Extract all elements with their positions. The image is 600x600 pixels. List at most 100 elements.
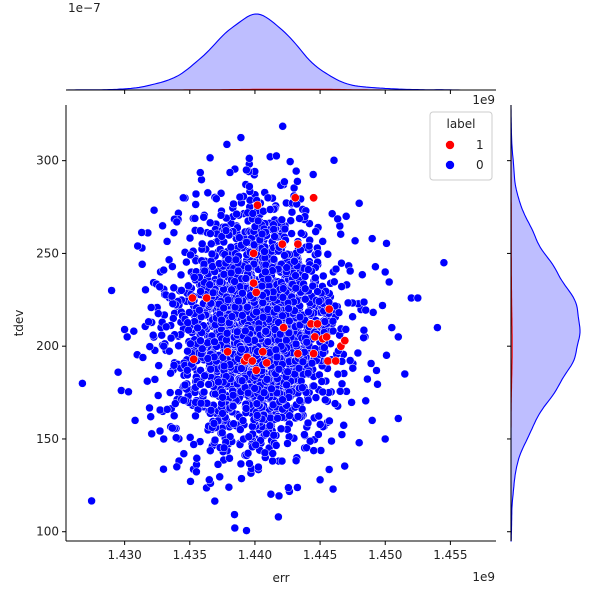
scatter-point-label-0 (216, 189, 226, 198)
scatter-point-label-0 (113, 367, 123, 377)
scatter-point-label-0 (282, 380, 291, 390)
scatter-point-label-0 (168, 299, 178, 308)
scatter-point-label-0 (236, 459, 246, 469)
scatter-point-label-0 (291, 283, 301, 293)
scatter-point-label-1 (277, 239, 287, 249)
scatter-point-label-0 (266, 489, 276, 499)
scatter-point-label-0 (205, 218, 215, 228)
scatter-point-label-0 (243, 335, 252, 345)
scatter-point-label-0 (222, 329, 232, 338)
scatter-point-label-0 (244, 432, 254, 442)
scatter-point-label-0 (196, 398, 206, 408)
scatter-point-label-0 (433, 323, 442, 332)
scatter-point-label-0 (236, 133, 246, 142)
scatter-point-label-0 (141, 285, 150, 295)
scatter-point-label-0 (196, 287, 205, 296)
scatter-point-label-0 (200, 371, 209, 381)
scatter-point-label-0 (216, 211, 226, 220)
scatter-point-label-0 (250, 384, 259, 393)
scatter-point-label-0 (249, 240, 259, 250)
scatter-point-label-0 (243, 388, 253, 398)
scatter-point-label-0 (367, 234, 377, 243)
scatter-point-label-1 (262, 358, 272, 368)
scatter-point-label-0 (191, 189, 201, 199)
scatter-point-label-0 (199, 212, 208, 222)
scatter-point-label-0 (179, 449, 189, 458)
scatter-point-label-0 (261, 327, 271, 336)
scatter-point-label-1 (331, 356, 341, 366)
scatter-point-label-0 (257, 229, 267, 239)
top-marginal-kde: 1e−7 (65, 1, 496, 94)
scatter-point-label-0 (143, 376, 152, 386)
scatter-point-label-0 (153, 391, 163, 400)
scatter-point-label-0 (161, 322, 171, 332)
scatter-point-label-0 (203, 188, 213, 198)
scatter-point-label-0 (271, 345, 281, 355)
scatter-point-label-0 (225, 168, 235, 177)
scatter-point-label-0 (269, 255, 279, 264)
scatter-point-label-0 (205, 475, 214, 485)
scatter-point-label-0 (155, 282, 164, 292)
scatter-point-label-0 (222, 140, 232, 149)
scatter-point-label-1 (202, 293, 212, 303)
scatter-point-label-0 (321, 395, 330, 405)
scatter-point-label-0 (300, 284, 310, 293)
scatter-point-label-0 (196, 380, 205, 389)
scatter-point-label-1 (322, 332, 332, 342)
scatter-point-label-0 (339, 421, 348, 430)
scatter-point-label-0 (287, 229, 296, 238)
scatter-point-label-0 (304, 307, 313, 317)
x-tick-label: 1.455 (433, 548, 467, 562)
scatter-point-label-0 (268, 266, 277, 275)
scatter-point-label-0 (300, 430, 309, 439)
scatter-point-label-0 (204, 380, 213, 389)
scatter-point-label-0 (130, 416, 140, 425)
scatter-point-label-0 (221, 226, 231, 235)
scatter-point-label-0 (180, 380, 190, 390)
scatter-point-label-1 (293, 349, 303, 359)
scatter-point-label-0 (174, 341, 183, 351)
scatter-point-label-0 (345, 266, 355, 276)
scatter-point-label-0 (303, 368, 313, 378)
scatter-point-label-0 (241, 404, 251, 413)
scatter-point-label-0 (164, 255, 174, 265)
scatter-point-label-0 (284, 483, 293, 492)
scatter-point-label-0 (165, 388, 175, 397)
scatter-point-label-0 (311, 227, 320, 236)
scatter-point-label-0 (298, 357, 308, 367)
scatter-point-label-0 (229, 419, 238, 428)
scatter-point-label-0 (179, 396, 189, 405)
scatter-point-label-0 (210, 337, 219, 347)
scatter-point-label-0 (295, 214, 304, 223)
scatter-point-label-0 (183, 366, 192, 375)
y-tick-label: 300 (36, 154, 59, 168)
scatter-point-label-0 (166, 333, 176, 343)
scatter-point-label-0 (157, 330, 166, 340)
scatter-point-label-0 (363, 374, 372, 384)
scatter-point-label-0 (248, 209, 258, 218)
scatter-point-label-0 (258, 298, 268, 307)
scatter-point-label-0 (129, 326, 139, 336)
scatter-point-label-1 (258, 347, 268, 357)
scatter-point-label-1 (309, 193, 319, 203)
scatter-point-label-0 (146, 412, 155, 421)
y-axis-label: tdev (12, 310, 26, 337)
scatter-point-label-0 (205, 280, 214, 289)
scatter-point-label-0 (294, 363, 304, 373)
scatter-point-label-0 (372, 366, 381, 375)
scatter-point-label-0 (343, 298, 353, 308)
scatter-point-label-0 (278, 395, 287, 404)
scatter-point-label-0 (254, 462, 263, 472)
scatter-point-label-0 (224, 482, 234, 492)
scatter-point-label-0 (107, 286, 116, 295)
scatter-point-label-0 (219, 361, 229, 371)
scatter-point-label-0 (316, 446, 326, 455)
scatter-point-label-0 (285, 411, 294, 420)
scatter-point-label-0 (257, 281, 267, 291)
scatter-point-label-0 (327, 209, 337, 218)
top-kde-label-0 (65, 13, 496, 91)
scatter-point-label-0 (337, 430, 347, 439)
scatter-point-label-0 (367, 416, 377, 425)
scatter-point-label-0 (350, 236, 360, 246)
scatter-point-label-0 (218, 393, 227, 402)
